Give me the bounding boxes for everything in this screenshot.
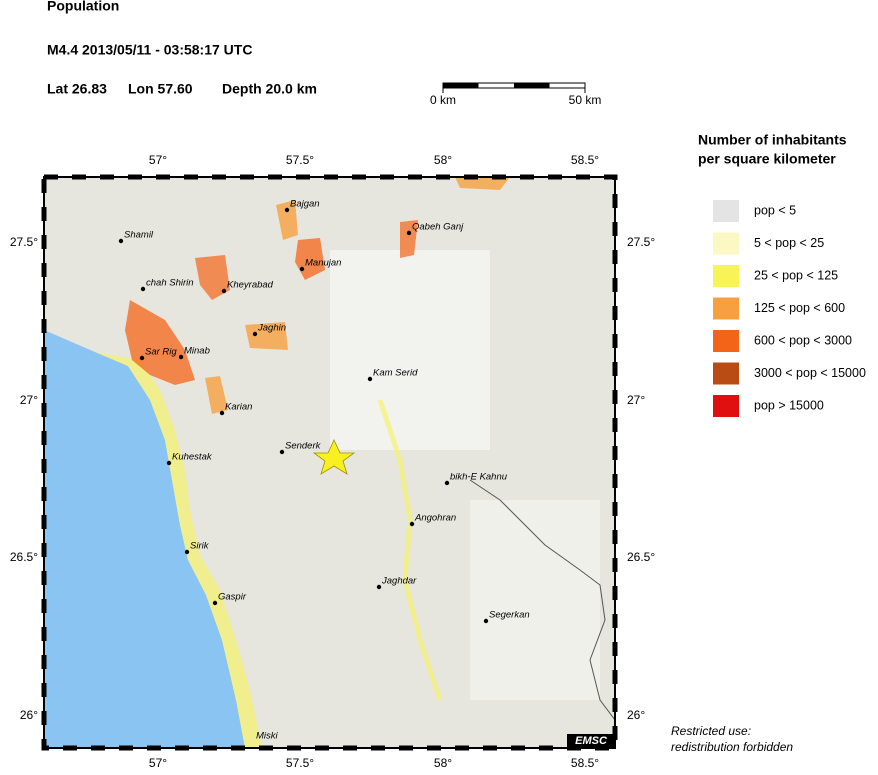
city-dot bbox=[367, 376, 373, 382]
legend-label: 3000 < pop < 15000 bbox=[754, 366, 866, 380]
city-dot bbox=[184, 549, 190, 555]
city-dot bbox=[139, 355, 145, 361]
city-label: Manujan bbox=[305, 258, 341, 269]
city-dot bbox=[178, 354, 184, 360]
footer: redistribution forbidden bbox=[671, 740, 793, 754]
footer: Restricted use: bbox=[671, 724, 751, 738]
city-label: Qabeh Ganj bbox=[412, 222, 464, 233]
city-label: Minab bbox=[184, 346, 210, 357]
city-label: Miski bbox=[256, 731, 279, 742]
cities: Shamil chah Shirin Kheyrabad Bajgan Qabeh Ga… bbox=[118, 199, 530, 742]
frame-ticks bbox=[41, 174, 618, 751]
legend-swatch bbox=[713, 265, 739, 287]
legend-label: 5 < pop < 25 bbox=[754, 236, 824, 250]
lat-label: 26.5° bbox=[10, 550, 38, 564]
city-dot bbox=[212, 600, 218, 606]
legend-label: 25 < pop < 125 bbox=[754, 268, 838, 282]
lon-label: 58° bbox=[434, 756, 452, 770]
lon-label: 57.5° bbox=[286, 756, 314, 770]
city-label: Shamil bbox=[124, 230, 154, 241]
city-dot bbox=[284, 207, 290, 213]
legend-swatch bbox=[713, 330, 739, 352]
logo: EMSC bbox=[575, 735, 608, 747]
city-dot bbox=[219, 410, 225, 416]
city-dot bbox=[118, 238, 124, 244]
city-dot bbox=[376, 584, 382, 590]
city-dot bbox=[140, 286, 146, 292]
lon-label: 58.5° bbox=[571, 756, 599, 770]
city-label: Gaspir bbox=[218, 592, 247, 603]
city-dot bbox=[483, 618, 489, 624]
legend-swatch bbox=[713, 232, 739, 255]
lat-label: 27° bbox=[20, 393, 38, 407]
city-label: Karian bbox=[225, 402, 252, 413]
map-area: Shamil chah Shirin Kheyrabad Bajgan Qabeh Ga… bbox=[44, 177, 615, 748]
city-label: chah Shirin bbox=[146, 278, 194, 289]
lat-label: 27.5° bbox=[627, 235, 655, 249]
lat-label: 26° bbox=[627, 708, 645, 722]
legend: pop < 5 5 < pop < 25 25 < pop < 125 125 < p… bbox=[713, 200, 866, 417]
lon-label: 58.5° bbox=[571, 153, 599, 167]
city-dot bbox=[252, 331, 258, 337]
city-label: bikh-E Kahnu bbox=[450, 472, 508, 483]
city-label: Kam Serid bbox=[373, 368, 418, 379]
city-dot bbox=[166, 460, 172, 466]
city-dot bbox=[406, 230, 412, 236]
legend-title: per square kilometer bbox=[698, 151, 836, 167]
scale-start: 0 km bbox=[430, 93, 456, 107]
lat-label: 26° bbox=[20, 708, 38, 722]
event: M4.4 2013/05/11 - 03:58:17 UTC bbox=[47, 42, 252, 58]
city-dot bbox=[221, 288, 227, 294]
legend-swatch bbox=[713, 362, 739, 385]
lat-label: 26.5° bbox=[627, 550, 655, 564]
lon-label: 57.5° bbox=[286, 153, 314, 167]
city-label: Angohran bbox=[414, 513, 456, 524]
lon-label: 57° bbox=[149, 153, 167, 167]
legend-title: Number of inhabitants bbox=[698, 132, 847, 148]
city-label: Kheyrabad bbox=[227, 280, 274, 291]
lat-label: 27.5° bbox=[10, 235, 38, 249]
legend-label: pop < 5 bbox=[754, 203, 796, 217]
city-label: Kuhestak bbox=[172, 452, 213, 463]
lat-label: 27° bbox=[627, 393, 645, 407]
depth: Depth 20.0 km bbox=[222, 81, 317, 97]
city-dot bbox=[299, 266, 305, 272]
lon-label: 57° bbox=[149, 756, 167, 770]
scale-bar bbox=[442, 82, 586, 93]
city-label: Sirik bbox=[190, 541, 210, 552]
city-dot bbox=[279, 449, 285, 455]
city-label: Segerkan bbox=[489, 610, 530, 621]
city-label: Sar Rig bbox=[145, 347, 177, 358]
city-label: Jaghin bbox=[257, 323, 286, 334]
title: Population bbox=[47, 0, 119, 14]
city-dot bbox=[444, 480, 450, 486]
city-label: Bajgan bbox=[290, 199, 320, 210]
legend-swatch bbox=[713, 200, 739, 222]
legend-label: 125 < pop < 600 bbox=[754, 301, 845, 315]
lat: Lat 26.83 bbox=[47, 81, 107, 97]
lon: Lon 57.60 bbox=[128, 81, 193, 97]
scale-end: 50 km bbox=[569, 93, 602, 107]
city-dot bbox=[409, 521, 415, 527]
legend-swatch bbox=[713, 297, 739, 320]
city-label: Senderk bbox=[285, 441, 322, 452]
legend-swatch bbox=[713, 395, 739, 417]
city-label: Jaghdar bbox=[381, 576, 417, 587]
legend-label: pop > 15000 bbox=[754, 398, 824, 412]
axes: 57° 57° 57.5° 57.5° 58° 58° 58.5° 58.5° 27.5° 27.… bbox=[10, 153, 656, 770]
legend-label: 600 < pop < 3000 bbox=[754, 333, 852, 347]
lon-label: 58° bbox=[434, 153, 452, 167]
